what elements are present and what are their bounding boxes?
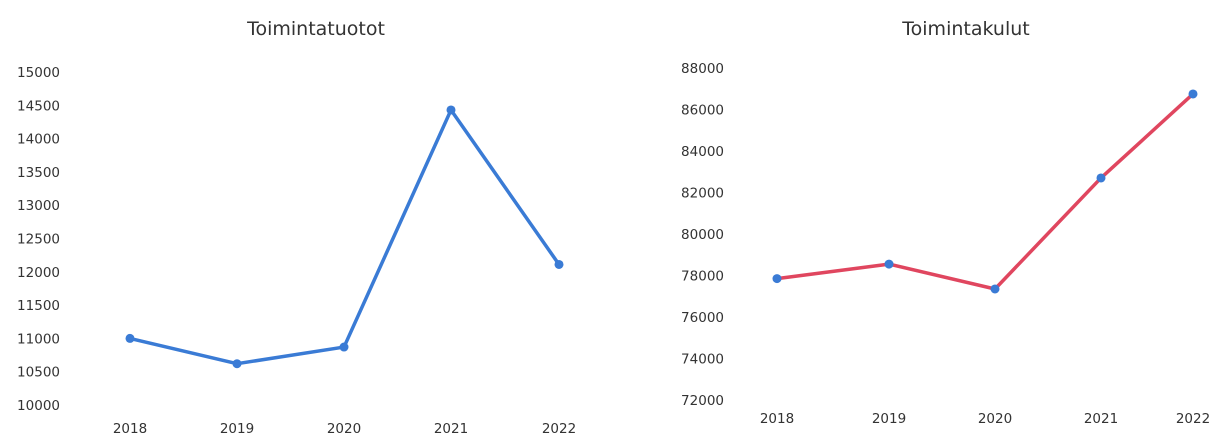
- y-tick-label: 78000: [681, 269, 724, 285]
- y-tick-label: 13000: [17, 198, 60, 214]
- y-tick-label: 12000: [17, 265, 60, 281]
- x-tick-label: 2021: [434, 421, 468, 437]
- chart-title-toimintakulut: Toimintakulut: [901, 18, 1029, 40]
- y-tick-label: 13500: [17, 165, 60, 181]
- y-tick-label: 80000: [681, 227, 724, 243]
- x-tick-label: 2019: [872, 411, 906, 427]
- x-tick-label: 2019: [220, 421, 254, 437]
- x-tick-label: 2021: [1084, 411, 1118, 427]
- data-point-2020: [339, 342, 349, 352]
- x-tick-label: 2022: [542, 421, 576, 437]
- data-point-2018: [125, 333, 135, 343]
- y-tick-label: 76000: [681, 310, 724, 326]
- y-tick-label: 10500: [17, 365, 60, 381]
- data-point-2019: [884, 259, 894, 269]
- y-tick-label: 84000: [681, 144, 724, 160]
- y-tick-label: 14000: [17, 132, 60, 148]
- data-point-2019: [232, 359, 242, 369]
- data-point-2018: [772, 274, 782, 284]
- chart-title-toimintatuotot: Toimintatuotot: [246, 18, 385, 40]
- x-tick-label: 2020: [327, 421, 361, 437]
- series-line: [125, 105, 564, 369]
- chart-toimintatuotot: Toimintatuotot 10000 10500 11000 11500 12000…: [17, 18, 576, 437]
- x-tick-label: 2018: [113, 421, 147, 437]
- x-axis-ticks: 2018 2019 2020 2021 2022: [113, 421, 576, 437]
- y-tick-label: 12500: [17, 232, 60, 248]
- data-point-2022: [1188, 89, 1198, 99]
- data-point-2020: [990, 284, 1000, 294]
- y-tick-label: 11500: [17, 298, 60, 314]
- y-tick-label: 86000: [681, 103, 724, 119]
- y-axis-ticks: 10000 10500 11000 11500 12000 12500 13000 13500…: [17, 65, 60, 414]
- y-tick-label: 72000: [681, 393, 724, 409]
- data-point-2021: [1096, 173, 1106, 183]
- series-line: [772, 89, 1198, 294]
- y-tick-label: 15000: [17, 65, 60, 81]
- x-tick-label: 2020: [978, 411, 1012, 427]
- y-tick-label: 11000: [17, 331, 60, 347]
- data-point-2022: [554, 259, 564, 269]
- y-tick-label: 74000: [681, 352, 724, 368]
- x-tick-label: 2022: [1176, 411, 1210, 427]
- y-tick-label: 10000: [17, 398, 60, 414]
- y-axis-ticks: 72000 74000 76000 78000 80000 82000 84000 86000…: [681, 61, 724, 409]
- y-tick-label: 88000: [681, 61, 724, 77]
- chart-toimintakulut: Toimintakulut 72000 74000 76000 78000 80000 8…: [681, 18, 1210, 427]
- x-tick-label: 2018: [760, 411, 794, 427]
- series-polyline: [775, 92, 1195, 291]
- y-tick-label: 82000: [681, 186, 724, 202]
- series-polyline: [128, 108, 561, 366]
- x-axis-ticks: 2018 2019 2020 2021 2022: [760, 411, 1210, 427]
- y-tick-label: 14500: [17, 98, 60, 114]
- data-point-2021: [446, 105, 456, 115]
